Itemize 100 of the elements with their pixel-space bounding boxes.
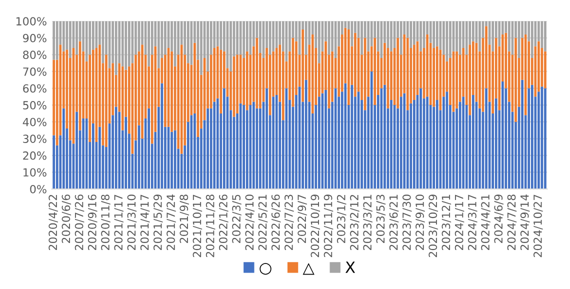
x-tick-label: 2022/3/5 (232, 194, 242, 243)
bar (524, 34, 527, 116)
x-tick-label: 2024/9/14 (520, 194, 530, 250)
bar (272, 96, 275, 190)
bar (410, 103, 412, 190)
bar (114, 106, 118, 190)
x-tick-label: 2024/3/17 (468, 194, 478, 250)
x-tick-label: 2021/10/17 (192, 194, 202, 258)
bar (390, 100, 392, 190)
bar (223, 88, 226, 190)
bar (468, 44, 472, 116)
y-tick-label: 90% (23, 34, 46, 42)
bar (275, 21, 278, 48)
x-tick-label: 2024/7/28 (507, 194, 517, 250)
bar (304, 21, 308, 55)
bar (439, 50, 442, 110)
bar (164, 21, 166, 55)
x-tick-label: 2023/3/21 (363, 194, 372, 250)
x-tick-label: 2021/5/29 (153, 194, 163, 250)
bar (367, 21, 370, 52)
x-tick-label: 2022/4/10 (245, 194, 254, 250)
bar (272, 21, 275, 52)
bar (514, 38, 517, 122)
x-tick-label: 2021/7/24 (166, 194, 176, 250)
bar (420, 88, 422, 190)
legend-label: △ (302, 263, 314, 275)
x-tick-label: 2020/11/8 (101, 194, 110, 250)
bar (400, 96, 402, 190)
y-tick-label: 80% (23, 50, 46, 60)
bar (52, 21, 56, 60)
bar (324, 90, 327, 190)
bar (206, 21, 209, 72)
bar (360, 21, 363, 55)
bar (508, 21, 510, 52)
bar (236, 21, 238, 55)
bar (436, 21, 438, 46)
bar (318, 96, 320, 190)
y-tick-label: 30% (23, 134, 46, 144)
bar (530, 84, 534, 190)
bar (544, 88, 546, 190)
x-tick-label: 2020/7/26 (74, 194, 84, 250)
bar (494, 98, 498, 190)
x-tick-label: 2023/2/12 (350, 194, 360, 250)
bar (92, 124, 94, 190)
legend-label: ○ (260, 262, 272, 275)
bar (246, 51, 248, 110)
x-tick-label: 2021/11/28 (206, 194, 216, 258)
bar (62, 108, 65, 190)
x-tick-label: 2020/6/6 (62, 194, 72, 243)
bar (374, 38, 376, 106)
bar (266, 88, 268, 190)
x-tick-label: 2022/7/23 (284, 194, 294, 250)
y-tick-label: 50% (23, 101, 46, 110)
x-tick-label: 2023/6/21 (389, 194, 399, 250)
x-tick-label: 2022/5/21 (258, 194, 268, 250)
bar (426, 96, 428, 190)
bar (304, 80, 308, 190)
x-tick-label: 2023/1/2 (336, 194, 346, 243)
y-tick-label: 20% (23, 151, 46, 160)
bar (105, 54, 108, 148)
bar (157, 21, 160, 68)
y-tick-label: 0% (30, 184, 46, 194)
x-tick-label: 2021/9/8 (180, 194, 189, 243)
y-tick-label: 70% (23, 67, 46, 76)
bar (347, 29, 350, 106)
bar (384, 84, 386, 190)
bar (114, 21, 118, 75)
bar (148, 21, 150, 66)
bar (400, 21, 402, 55)
bar (206, 108, 209, 190)
bar (501, 82, 504, 190)
bar (124, 21, 128, 70)
bar (76, 21, 78, 55)
bar (311, 34, 314, 114)
y-tick-label: 10% (24, 168, 46, 177)
legend-label: X (345, 262, 356, 273)
bar (128, 21, 130, 66)
x-tick-label: 2023/9/10 (416, 194, 425, 250)
bar (334, 21, 337, 58)
bar (180, 44, 183, 154)
bar (249, 105, 252, 190)
bar (485, 88, 488, 190)
bar (465, 21, 468, 55)
bar (528, 88, 530, 190)
bar (302, 29, 304, 102)
x-tick-label: 2024/10/27 (534, 194, 543, 258)
bar (413, 44, 416, 100)
bar (390, 21, 392, 52)
bar (344, 83, 347, 190)
bar (530, 21, 534, 58)
bar (95, 21, 98, 48)
y-tick-label: 100% (16, 17, 46, 26)
bar (432, 21, 436, 48)
bar (492, 21, 494, 52)
bar (85, 21, 88, 62)
x-tick-label: 2022/11/19 (324, 194, 334, 258)
bar (95, 48, 98, 142)
bar (406, 38, 409, 110)
bar (213, 102, 216, 190)
bar (170, 51, 173, 132)
